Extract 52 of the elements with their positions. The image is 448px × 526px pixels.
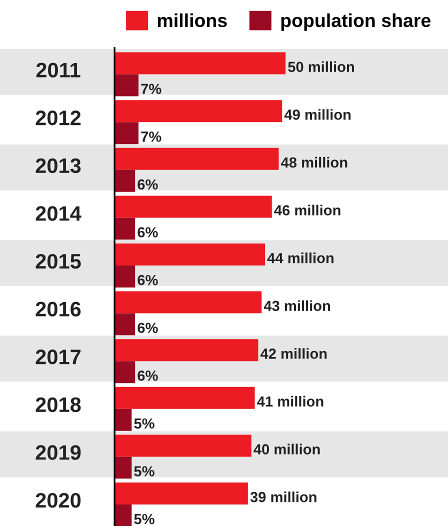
data-label: 6%	[138, 227, 158, 238]
data-label: 48 million	[280, 156, 348, 168]
bar	[114, 504, 132, 526]
data-label: 6%	[138, 370, 158, 381]
bar	[114, 244, 266, 266]
bar	[114, 148, 279, 170]
bar	[114, 74, 139, 96]
data-label: 7%	[141, 84, 162, 94]
data-label: 41 million	[257, 396, 324, 407]
y-tick-label: 2017	[36, 350, 80, 364]
bar	[114, 291, 262, 314]
data-label: 50 million	[288, 61, 354, 72]
legend-label: population share	[281, 13, 430, 31]
bar	[114, 52, 286, 74]
y-tick-label: 2013	[36, 158, 81, 174]
bar	[114, 339, 258, 362]
bar	[114, 122, 139, 144]
y-tick-label: 2012	[36, 110, 81, 126]
legend-label: millions	[158, 13, 227, 28]
bar	[114, 170, 136, 192]
data-label: 39 million	[250, 492, 316, 502]
bar	[114, 408, 132, 431]
data-label: 5%	[134, 514, 154, 524]
bar	[114, 100, 282, 122]
data-label: 49 million	[284, 109, 351, 120]
data-label: 5%	[134, 466, 154, 476]
data-label: 46 million	[274, 204, 340, 216]
data-label: 44 million	[267, 252, 334, 264]
bar	[114, 218, 136, 240]
bar	[114, 265, 136, 288]
data-label: 42 million	[260, 348, 327, 359]
bar	[114, 361, 136, 384]
data-label: 40 million	[254, 444, 320, 454]
y-tick-label: 2015	[36, 254, 81, 269]
y-tick-label: 2019	[36, 445, 81, 460]
data-label: 7%	[141, 132, 162, 142]
y-tick-label: 2018	[36, 397, 81, 412]
data-label: 6%	[138, 322, 158, 334]
bar	[114, 313, 136, 336]
data-label: 43 million	[264, 300, 330, 312]
bar	[114, 196, 272, 218]
y-tick-label: 2014	[36, 206, 82, 221]
data-label: 6%	[138, 274, 158, 286]
bar	[114, 386, 255, 409]
y-tick-label: 2016	[36, 302, 81, 316]
y-tick-label: 2011	[36, 62, 80, 78]
bar	[114, 434, 252, 457]
bar	[114, 456, 132, 479]
data-label: 5%	[134, 418, 154, 429]
y-tick-label: 2020	[36, 492, 81, 508]
data-label: 6%	[138, 179, 158, 190]
bar	[114, 482, 248, 504]
